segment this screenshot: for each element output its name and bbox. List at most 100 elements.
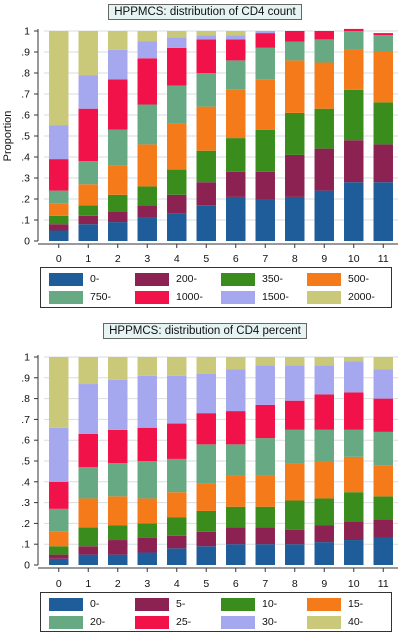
bar-segment [78, 433, 98, 468]
legend-swatch [307, 273, 341, 286]
bar-segment [255, 357, 275, 366]
bar-segment [344, 456, 364, 493]
bar-segment [78, 546, 98, 555]
bar-segment [285, 196, 305, 241]
bar-segment [49, 31, 69, 126]
bar-segment [137, 427, 157, 461]
bar-segment [255, 404, 275, 439]
legend-swatch [221, 598, 255, 611]
bar-segment [49, 558, 69, 565]
bar-segment [373, 102, 393, 145]
y-tick-label: .2 [21, 194, 30, 206]
bar-segment [108, 379, 128, 430]
bar-segment [226, 369, 246, 412]
bar-segment [196, 31, 216, 36]
bar-segment [108, 496, 128, 526]
bar-segment [314, 525, 334, 543]
bar-segment [314, 190, 334, 241]
bar-segment [167, 357, 187, 376]
bar-segment [49, 531, 69, 547]
bar-segment [373, 52, 393, 103]
y-tick-label: .7 [21, 89, 30, 101]
cd4-percent-plot: 0.1.2.3.4.5.6.7.8.910 1 2 3 4 5 6 7 8 9 10 11 [21, 352, 398, 590]
x-tick-label: 2 [115, 578, 121, 590]
bar-segment [226, 506, 246, 528]
bar-segment [285, 41, 305, 61]
bar-segment [49, 357, 69, 428]
bar-segment [167, 47, 187, 86]
y-tick-label: 1 [24, 352, 30, 364]
x-tick-label: 3 [144, 253, 150, 265]
x-tick-label: 0 [56, 253, 62, 265]
bar-segment [137, 104, 157, 145]
bar-segment [373, 35, 393, 52]
legend-label: 350- [262, 273, 284, 285]
y-tick-label: 1 [24, 26, 30, 38]
bar-segment [314, 357, 334, 366]
bar-segment [285, 31, 305, 42]
bar-segment [373, 144, 393, 183]
bar-segment [285, 357, 305, 366]
bar-segment [78, 215, 98, 225]
legend-swatch [49, 598, 83, 611]
bar-segment [137, 186, 157, 206]
bar-segment [137, 523, 157, 538]
bar-segment [314, 39, 334, 63]
bar-segment [49, 508, 69, 532]
bar-segment [255, 171, 275, 199]
bar-segment [255, 31, 275, 34]
bar-segment [344, 361, 364, 393]
bar-segment [196, 150, 216, 183]
bar-segment [344, 492, 364, 522]
bar-segment [137, 375, 157, 428]
bar-segment [49, 481, 69, 509]
bar-segment [314, 31, 334, 40]
bar-segment [344, 182, 364, 241]
x-tick-label: 3 [144, 578, 150, 590]
bar-segment [344, 49, 364, 90]
bar-segment [373, 182, 393, 241]
bar-segment [167, 123, 187, 170]
bar-segment [167, 85, 187, 124]
legend-swatch [221, 291, 255, 304]
bar-segment [78, 75, 98, 109]
bar-segment [196, 39, 216, 73]
bar-segment [285, 463, 305, 501]
legend-label: 200- [176, 273, 198, 285]
bar-segment [78, 108, 98, 162]
y-tick-label: .4 [21, 476, 30, 488]
x-tick-label: 4 [174, 578, 180, 590]
y-tick-label: 0 [24, 236, 30, 248]
legend-swatch [135, 616, 169, 629]
bar-segment [78, 384, 98, 434]
bar-segment [108, 31, 128, 50]
legend-label: 20- [90, 616, 106, 628]
bar-segment [285, 154, 305, 197]
x-tick-label: 7 [262, 578, 268, 590]
bar-segment [285, 60, 305, 113]
bar-segment [108, 429, 128, 464]
bar-segment [196, 483, 216, 511]
bar-segment [196, 531, 216, 547]
chart-title: HPPMCS: distribution of CD4 percent [0, 321, 410, 339]
bar-segment [196, 510, 216, 532]
bar-segment [78, 205, 98, 216]
y-tick-label: .4 [21, 152, 30, 164]
legend-swatch [135, 598, 169, 611]
legend-swatch [135, 291, 169, 304]
bar-segment [255, 544, 275, 565]
bar-segment [196, 357, 216, 374]
bar-segment [285, 544, 305, 565]
bar-segment [373, 431, 393, 466]
bar-segment [137, 552, 157, 565]
bar-segment [167, 169, 187, 195]
bar-segment [196, 205, 216, 241]
x-tick-label: 0 [56, 578, 62, 590]
bar-segment [344, 89, 364, 141]
bar-segment [108, 554, 128, 565]
legend-swatch [221, 616, 255, 629]
legend-swatch [49, 273, 83, 286]
bar-segment [373, 33, 393, 36]
bar-segment [314, 108, 334, 149]
bar-segment [255, 475, 275, 507]
